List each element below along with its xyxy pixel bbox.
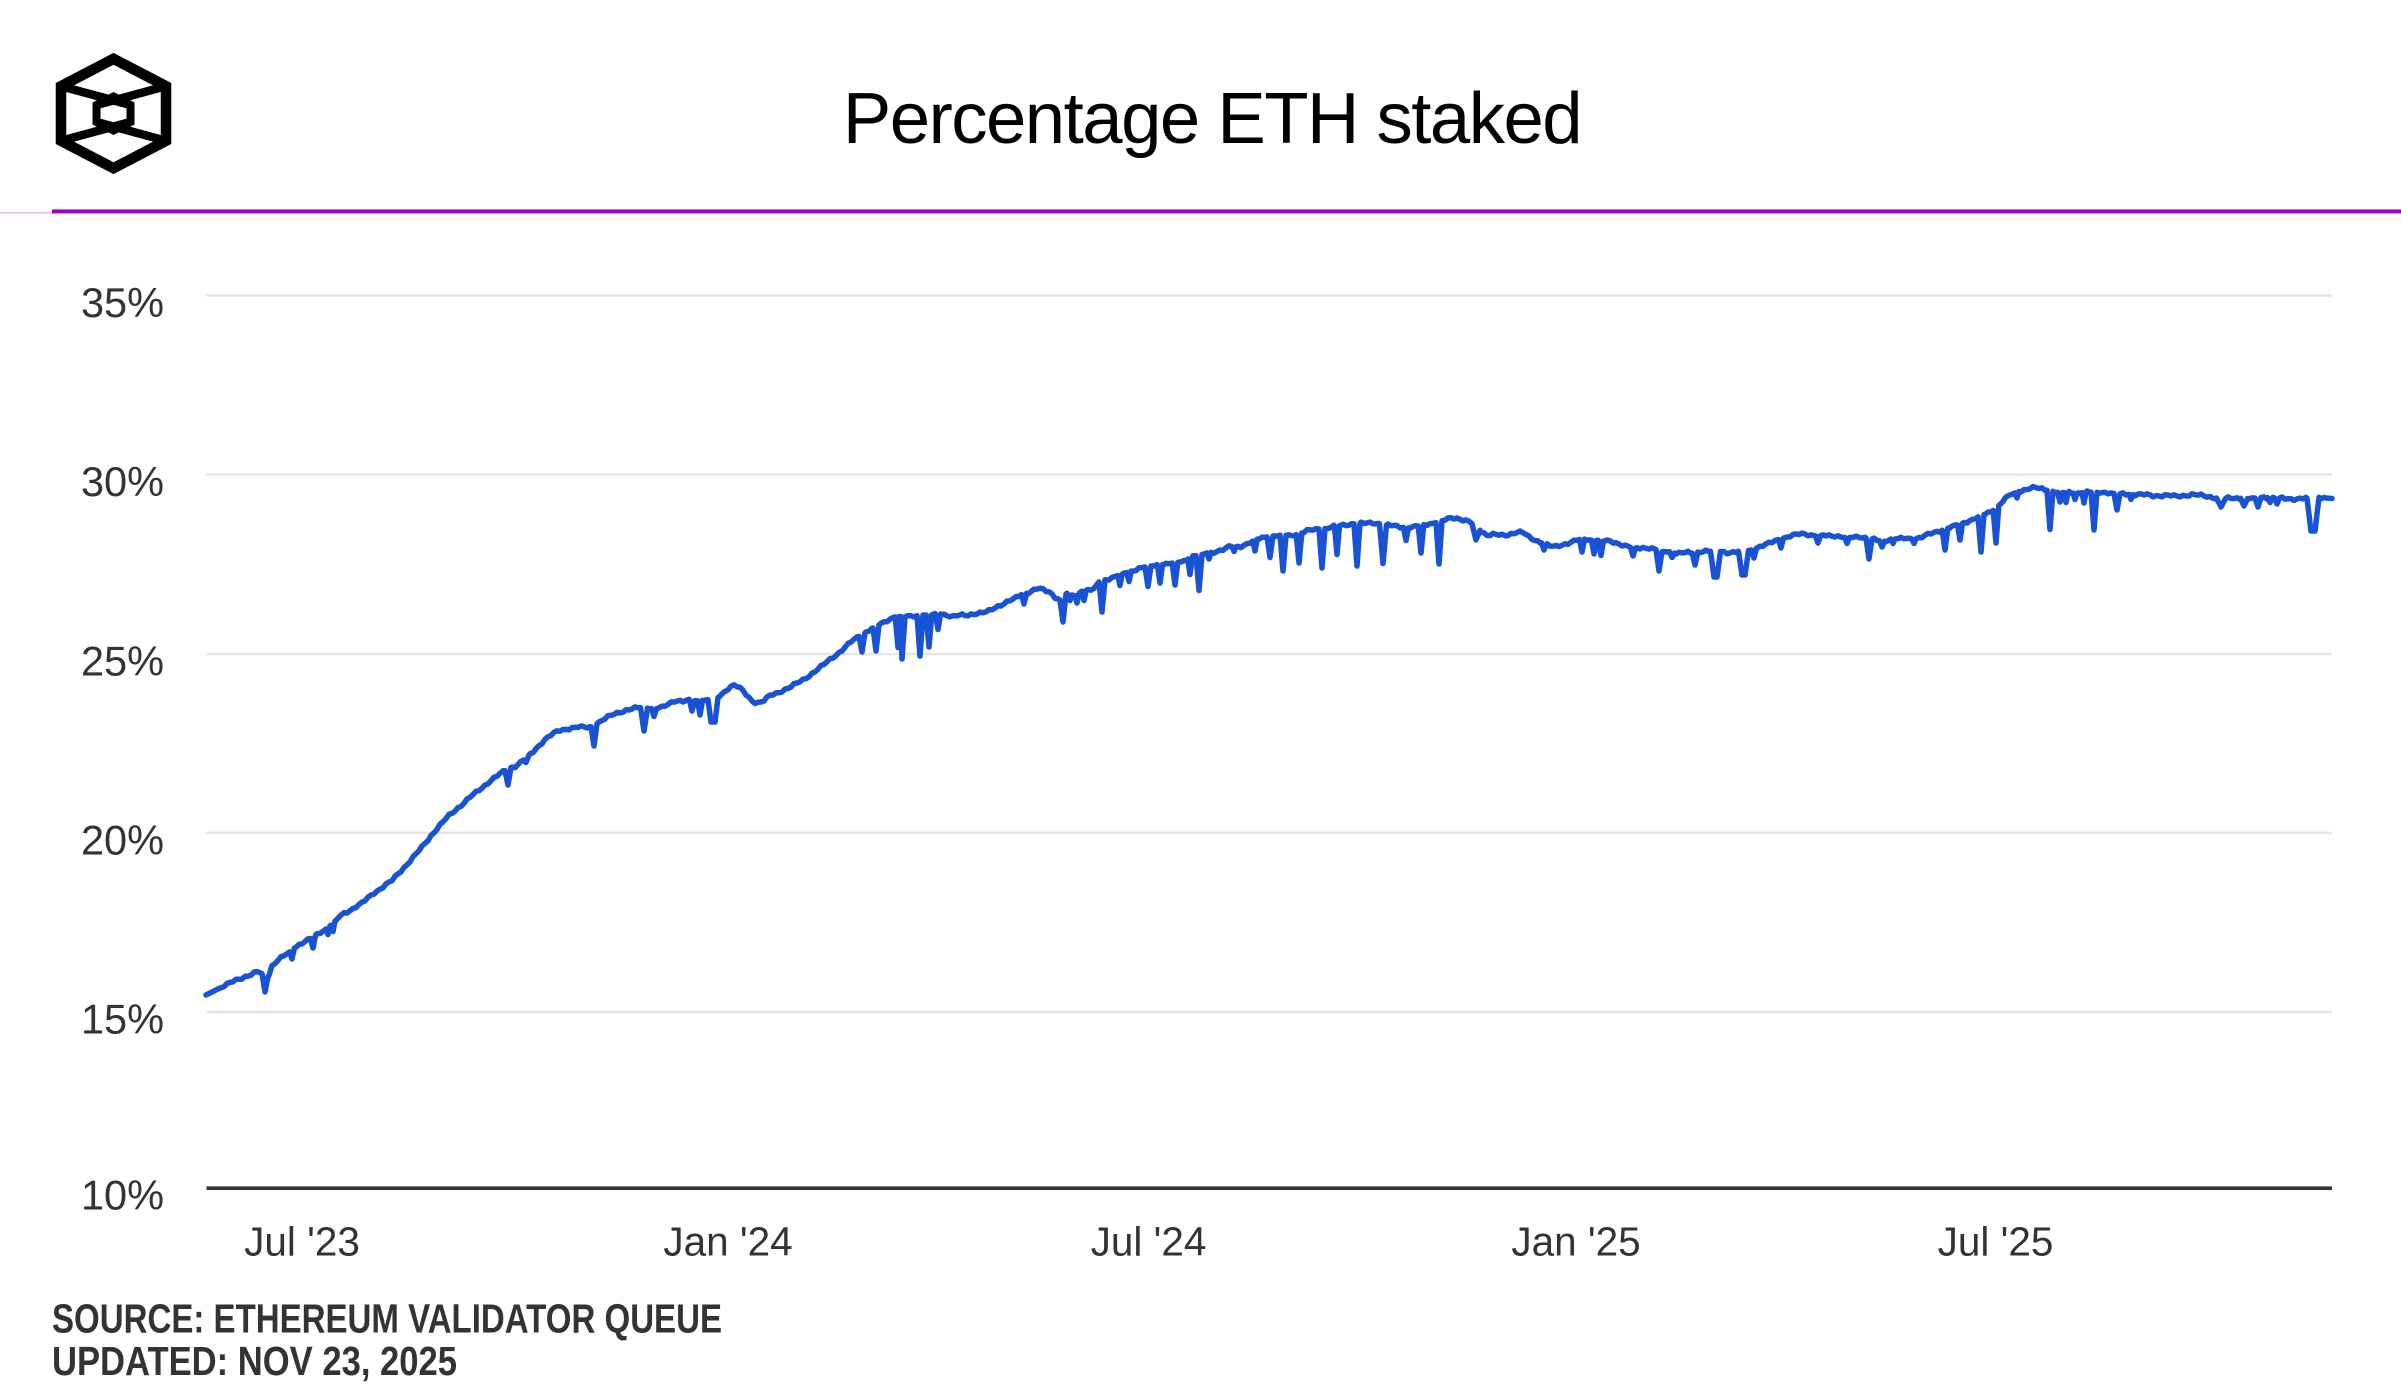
svg-text:25%: 25% [81, 638, 164, 685]
svg-text:35%: 35% [81, 279, 164, 326]
svg-text:10%: 10% [81, 1172, 164, 1219]
svg-text:20%: 20% [81, 817, 164, 864]
svg-text:Jul '23: Jul '23 [244, 1219, 360, 1265]
svg-text:Percentage ETH staked: Percentage ETH staked [843, 78, 1581, 159]
svg-text:Jul '25: Jul '25 [1938, 1219, 2054, 1265]
svg-text:Jan '24: Jan '24 [663, 1219, 792, 1265]
svg-text:SOURCE: ETHEREUM VALIDATOR QUE: SOURCE: ETHEREUM VALIDATOR QUEUE [52, 1296, 722, 1342]
svg-text:Jul '24: Jul '24 [1091, 1219, 1207, 1265]
svg-text:Jan '25: Jan '25 [1511, 1219, 1640, 1265]
svg-text:UPDATED: NOV 23, 2025: UPDATED: NOV 23, 2025 [52, 1338, 457, 1384]
svg-text:15%: 15% [81, 996, 164, 1043]
svg-text:30%: 30% [81, 458, 164, 505]
